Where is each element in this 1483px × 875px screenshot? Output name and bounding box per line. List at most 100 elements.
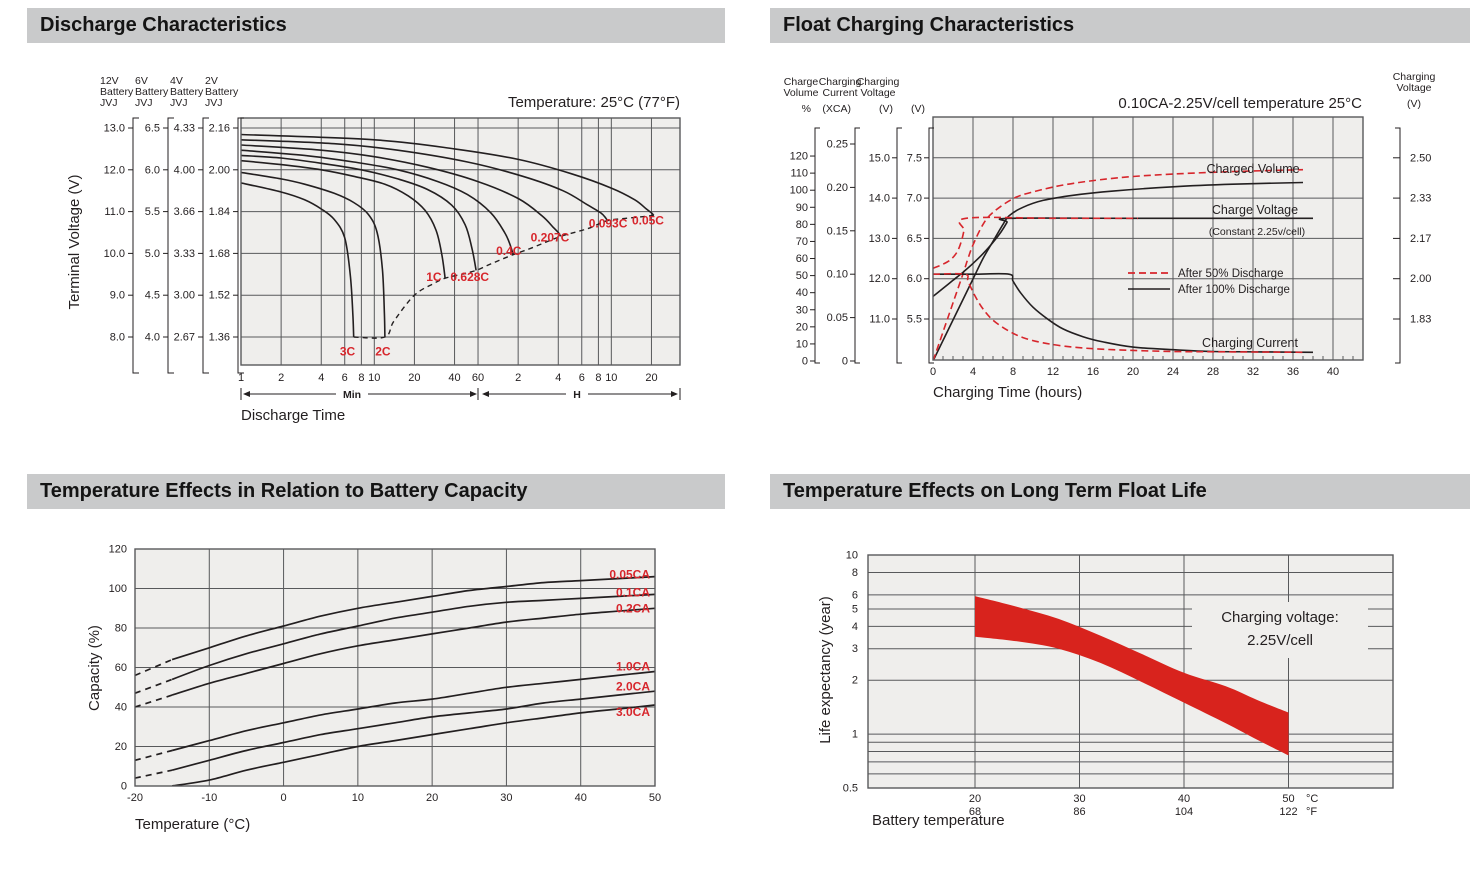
legend-label-100: After 100% Discharge bbox=[1178, 284, 1290, 296]
scale-tick-label: 50 bbox=[796, 270, 808, 282]
temperature-effects-capacity-header: Temperature Effects in Relation to Batte… bbox=[27, 474, 725, 509]
scale-header: Charging bbox=[857, 76, 900, 88]
scale-tick-label: 40 bbox=[796, 287, 808, 299]
scale-header: Charging bbox=[1393, 71, 1436, 83]
scale-tick-label: 6.5 bbox=[907, 233, 922, 245]
x-tick-label: 20 bbox=[645, 372, 657, 384]
x-tick-label: 8 bbox=[1010, 366, 1016, 378]
x-tick-label: 10 bbox=[352, 792, 364, 804]
x-tick-label-fahrenheit: 86 bbox=[1073, 806, 1085, 818]
y-tick-label: 2 bbox=[852, 675, 858, 687]
y-axis-title: Terminal Voltage (V) bbox=[66, 174, 83, 309]
curve-2.0CA bbox=[171, 690, 655, 772]
scale-tick-label: 60 bbox=[796, 253, 808, 265]
curve-0.1CA bbox=[171, 593, 655, 681]
scale-tick-label: 2.50 bbox=[1410, 152, 1431, 164]
rate-label-1C: 1C bbox=[426, 270, 442, 284]
scale-tick-label: 0.05 bbox=[827, 312, 848, 324]
arrow-head bbox=[470, 391, 477, 397]
scale-header: 4V bbox=[170, 75, 183, 87]
float-charging-plot-border bbox=[932, 116, 1364, 361]
scale-tick-label: 12.0 bbox=[869, 273, 890, 285]
scale-unit: (V) bbox=[1407, 98, 1421, 110]
rate-label-0.628C: 0.628C bbox=[450, 270, 489, 284]
scale-tick-label: 2.17 bbox=[1410, 233, 1431, 245]
x-tick-label: -10 bbox=[201, 792, 217, 804]
scale-header: Battery bbox=[100, 86, 134, 98]
scale-tick-label: 30 bbox=[796, 304, 808, 316]
curve-1C bbox=[241, 159, 446, 279]
x-tick-label: 4 bbox=[970, 366, 976, 378]
x-axis-title: Battery temperature bbox=[872, 812, 1005, 829]
scale-header: 12V bbox=[100, 75, 119, 87]
scale-tick-label: 1.83 bbox=[1410, 314, 1431, 326]
x-tick-label: 12 bbox=[1047, 366, 1059, 378]
curve-label: Charged Volume bbox=[1206, 162, 1299, 176]
curve-3.0CA bbox=[171, 704, 655, 786]
panel-title: Float Charging Characteristics bbox=[783, 14, 1075, 36]
scale-tick-label: 2.33 bbox=[1410, 193, 1431, 205]
x-tick-label-celsius: 50 bbox=[1282, 793, 1294, 805]
x-tick-label: 1 bbox=[238, 372, 244, 384]
y-tick-label: 0.5 bbox=[843, 783, 858, 795]
arrow-head bbox=[671, 391, 678, 397]
temp-capacity-plot-border bbox=[134, 548, 656, 787]
scale-tick-label: 1.52 bbox=[209, 290, 230, 302]
scale-rail bbox=[237, 117, 244, 374]
curve-2C bbox=[241, 171, 386, 338]
scale-tick-label: 4.5 bbox=[145, 290, 160, 302]
scale-tick-label: 10.0 bbox=[104, 248, 125, 260]
scale-unit: (V) bbox=[879, 103, 893, 115]
float-charging-curves bbox=[933, 168, 1314, 360]
rate-label-1.0CA: 1.0CA bbox=[616, 660, 650, 674]
x-tick-label: 20 bbox=[408, 372, 420, 384]
discharge-characteristics-header: Discharge Characteristics bbox=[27, 8, 725, 43]
x-tick-label: 24 bbox=[1167, 366, 1179, 378]
curve-charged-volume-50 bbox=[933, 168, 1304, 360]
scale-tick-label: 2.67 bbox=[174, 332, 195, 344]
scale-header: Battery bbox=[170, 86, 204, 98]
x-tick-label-fahrenheit: 68 bbox=[969, 806, 981, 818]
float-life-chart: Charging voltage:2.25V/cell1086543210.52… bbox=[817, 550, 1394, 829]
x-tick-label: 6 bbox=[579, 372, 585, 384]
panel-title: Discharge Characteristics bbox=[40, 14, 287, 36]
life-expectancy-band bbox=[975, 596, 1289, 756]
scale-tick-label: 0 bbox=[842, 356, 848, 368]
rate-label-0.2CA: 0.2CA bbox=[616, 601, 650, 615]
legend: After 50% Discharge After 100% Discharge bbox=[1128, 268, 1290, 296]
y-tick-label: 3 bbox=[852, 643, 858, 655]
arrow-head bbox=[482, 391, 489, 397]
arrow-head bbox=[243, 391, 250, 397]
scale-tick-label: 5.5 bbox=[907, 314, 922, 326]
scale-tick-label: 0.25 bbox=[827, 139, 848, 151]
x-tick-label-celsius: 40 bbox=[1178, 793, 1190, 805]
scale-unit: (XCA) bbox=[822, 103, 851, 115]
scale-tick-label: 6.0 bbox=[907, 273, 922, 285]
scale-tick-label: 11.0 bbox=[869, 314, 890, 326]
curve-0.2CA bbox=[171, 607, 655, 696]
scale-header: 6V bbox=[135, 75, 148, 87]
y-tick-label: 40 bbox=[115, 702, 127, 714]
scale-tick-label: 3.00 bbox=[174, 290, 195, 302]
x-tick-label: 6 bbox=[342, 372, 348, 384]
scale-tick-label: 6.5 bbox=[145, 123, 160, 135]
curve-1.0CA bbox=[171, 670, 655, 752]
scale-header: Battery bbox=[205, 86, 239, 98]
scale-rail bbox=[167, 117, 174, 374]
x-tick-label: 60 bbox=[472, 372, 484, 384]
scale-header: JVJ bbox=[170, 97, 188, 109]
y-tick-label: 60 bbox=[115, 662, 127, 674]
x-axis-title: Charging Time (hours) bbox=[933, 384, 1082, 401]
float-charging-characteristics-header: Float Charging Characteristics bbox=[770, 8, 1470, 43]
curve-0.1CA-dashed bbox=[135, 678, 173, 694]
float-life-plot-border bbox=[867, 554, 1394, 789]
discharge-plot-bg bbox=[241, 118, 680, 365]
x-tick-label: 8 bbox=[595, 372, 601, 384]
curve-0.628C bbox=[241, 154, 477, 271]
x-tick-label: 36 bbox=[1287, 366, 1299, 378]
